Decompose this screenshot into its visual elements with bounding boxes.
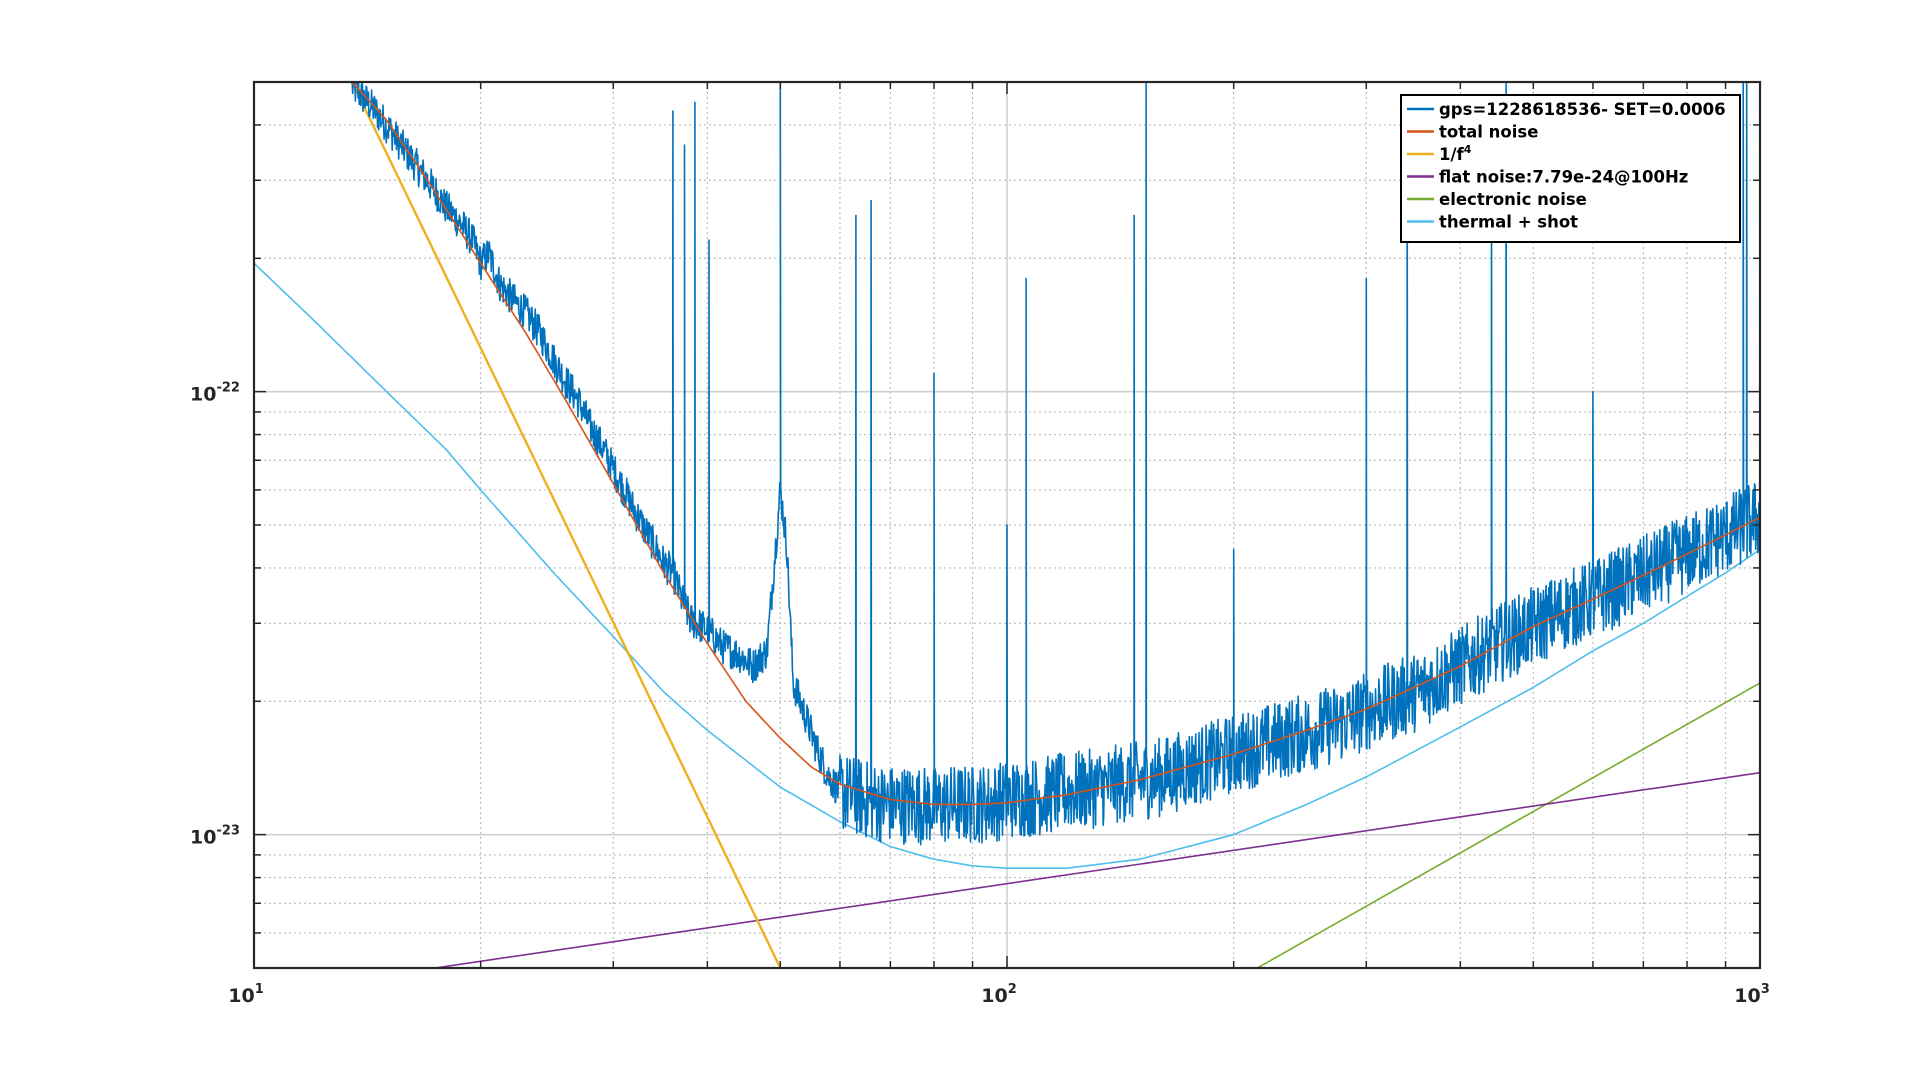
series-layer: [254, 82, 1760, 968]
legend-label: gps=1228618536- SET=0.0006: [1439, 100, 1726, 119]
x-tick-label: 102: [981, 982, 1017, 1007]
axis-ticks: [253, 81, 1760, 969]
y-axis-tick-labels: 10-23 10-22: [190, 381, 240, 849]
series-measured-spectrum: [351, 82, 1760, 846]
series-thermal-shot: [254, 262, 1760, 869]
legend-label: thermal + shot: [1439, 213, 1578, 232]
x-axis-tick-labels: 101 102 103: [228, 982, 1770, 1007]
legend-label: 1/f4: [1439, 143, 1472, 164]
y-tick-label: 10-22: [190, 381, 240, 406]
y-tick-label: 10-23: [190, 824, 240, 849]
x-tick-label: 103: [1734, 982, 1770, 1007]
x-tick-label: 101: [228, 982, 264, 1007]
legend-label: electronic noise: [1439, 190, 1587, 209]
series-electronic-noise: [1256, 682, 1760, 968]
series-1-over-f4: [351, 82, 782, 968]
legend-label: flat noise:7.79e-24@100Hz: [1439, 168, 1688, 187]
legend-label: total noise: [1439, 123, 1538, 142]
legend-box: [1400, 94, 1741, 243]
series-total-noise: [351, 82, 1760, 806]
series-flat-noise: [434, 771, 1760, 968]
legend: gps=1228618536- SET=0.0006 total noise1/f…: [1400, 94, 1741, 243]
